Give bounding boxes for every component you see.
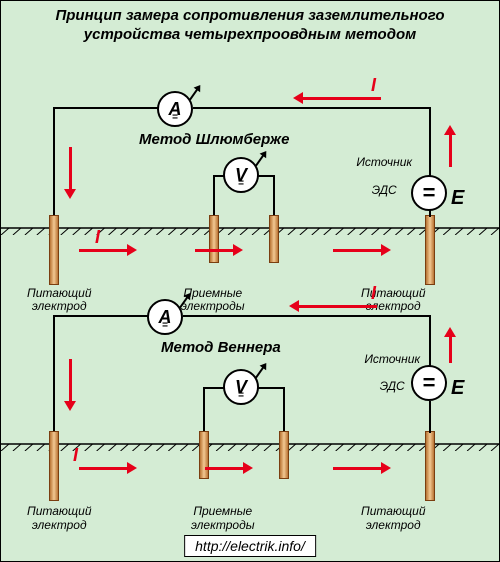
wire <box>283 387 285 431</box>
title-line-2: устройства четырехпроовдным методом <box>84 26 416 43</box>
current-I: I <box>371 75 376 96</box>
label-feed-left: Питающий электрод <box>27 505 92 533</box>
source-label: Источник ЭДС <box>343 143 412 212</box>
current-arrow <box>449 133 452 167</box>
electrode-feed-right <box>425 215 435 285</box>
meter-dc-icon: = <box>172 113 178 123</box>
current-arrow <box>195 249 235 252</box>
label-feed-right: Питающий электрод <box>361 505 426 533</box>
electrode-feed-right <box>425 431 435 501</box>
wire <box>257 387 285 389</box>
method-label: Метод Шлюмберже <box>139 131 289 148</box>
label-recv: Приемные электроды <box>191 505 255 533</box>
current-arrow <box>79 467 129 470</box>
wire <box>53 315 149 317</box>
current-arrow <box>69 147 72 191</box>
voltmeter: V = <box>223 157 259 193</box>
current-arrow <box>333 467 383 470</box>
current-arrow <box>449 335 452 363</box>
electrode-recv-2 <box>269 215 279 263</box>
electrode-recv-2 <box>279 431 289 479</box>
source-E: E <box>451 187 464 210</box>
meter-dc-icon: = <box>162 321 168 331</box>
wire <box>213 175 215 215</box>
meter-pointer-icon <box>255 153 265 166</box>
wire <box>429 107 431 177</box>
wire <box>183 315 431 317</box>
current-I: I <box>371 283 376 304</box>
wire <box>53 315 55 431</box>
meter-pointer-icon <box>179 296 189 309</box>
current-arrow <box>79 249 129 252</box>
meter-dc-icon: = <box>238 391 244 401</box>
voltmeter: V = <box>223 369 259 405</box>
ammeter: A = <box>157 91 193 127</box>
current-arrow <box>69 359 72 403</box>
electrode-feed-left <box>49 215 59 285</box>
method-label: Метод Веннера <box>161 339 281 356</box>
wire <box>193 107 431 109</box>
meter-pointer-icon <box>189 87 199 100</box>
current-arrow <box>333 249 383 252</box>
footer-link[interactable]: http://electrik.info/ <box>184 535 316 557</box>
wire <box>53 107 55 215</box>
current-I: I <box>73 445 78 466</box>
wire <box>429 315 431 367</box>
current-arrow <box>205 467 245 470</box>
wire <box>53 107 159 109</box>
meter-dc-icon: = <box>238 179 244 189</box>
title-line-1: Принцип замера сопротивления заземлитель… <box>55 7 444 24</box>
meter-pointer-icon <box>255 366 265 379</box>
source-E: E <box>451 377 464 400</box>
emf-source: = <box>411 175 447 211</box>
wire <box>203 387 205 431</box>
current-arrow <box>297 305 377 308</box>
panel-wenner: A = V = = Метод Веннера Источник ЭДС E П… <box>1 283 499 533</box>
current-arrow <box>301 97 381 100</box>
source-label: Источник ЭДС <box>351 339 420 408</box>
current-I: I <box>95 227 100 248</box>
electrode-recv-1 <box>199 431 209 479</box>
source-symbol: = <box>423 370 436 396</box>
electrode-feed-left <box>49 431 59 501</box>
electrode-recv-1 <box>209 215 219 263</box>
wire <box>273 175 275 215</box>
source-symbol: = <box>423 180 436 206</box>
wire <box>203 387 225 389</box>
panel-schlumberger: A = V = = Метод Шлюмберже Источник ЭДС E… <box>1 47 499 295</box>
wire <box>429 401 431 433</box>
ammeter: A = <box>147 299 183 335</box>
